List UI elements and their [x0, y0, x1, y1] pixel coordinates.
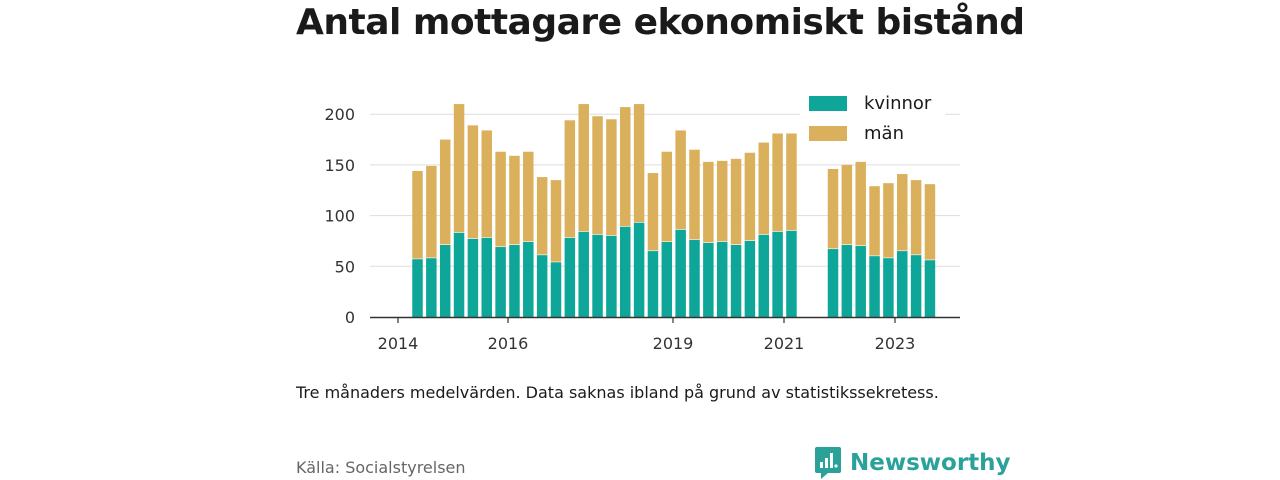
bars: [412, 104, 936, 317]
chart-title: Antal mottagare ekonomiskt bistånd: [296, 2, 1025, 43]
bar-man: [564, 120, 576, 238]
bar-kvinnor: [550, 262, 562, 317]
bar-man: [855, 161, 866, 246]
bar-kvinnor: [855, 246, 866, 317]
bar-kvinnor: [786, 230, 797, 317]
bar-man: [578, 104, 589, 232]
bar-man: [869, 186, 880, 256]
legend-swatch: [809, 96, 847, 111]
x-tick-label: 2023: [875, 334, 916, 353]
bar-man: [924, 184, 936, 260]
x-tick-label: 2019: [653, 334, 694, 353]
bar-man: [481, 130, 492, 238]
chart-note: Tre månaders medelvärden. Data saknas ib…: [296, 383, 939, 402]
legend-label: män: [864, 123, 904, 144]
bar-man: [412, 170, 423, 259]
bar-man: [910, 180, 922, 255]
bar-man: [509, 155, 520, 245]
bar-man: [550, 180, 562, 262]
bar-man: [523, 151, 534, 242]
y-tick-label: 50: [335, 257, 355, 276]
bar-man: [439, 139, 451, 245]
y-axis-ticks: 0 50 100 150 200: [324, 105, 355, 327]
x-tick-label: 2021: [764, 334, 805, 353]
bar-kvinnor: [647, 251, 659, 317]
bar-kvinnor: [606, 235, 617, 317]
bar-man: [426, 165, 437, 258]
y-tick-label: 100: [324, 207, 355, 226]
bar-kvinnor: [924, 260, 936, 317]
bar-man: [730, 158, 742, 245]
bar-kvinnor: [730, 245, 742, 317]
source-text: Källa: Socialstyrelsen: [296, 458, 466, 477]
bar-man: [536, 177, 548, 255]
bar-man: [786, 133, 797, 231]
bar-man: [606, 119, 617, 236]
bar-kvinnor: [467, 238, 479, 317]
bar-man: [827, 168, 839, 249]
bar-kvinnor: [453, 232, 465, 317]
bar-man: [467, 125, 479, 239]
bar-kvinnor: [827, 249, 839, 317]
bar-kvinnor: [564, 237, 576, 317]
x-tick-label: 2014: [378, 334, 419, 353]
bar-kvinnor: [592, 234, 603, 317]
bar-man: [592, 116, 603, 235]
bar-man: [841, 164, 853, 245]
bar-man: [716, 160, 728, 242]
brand-logo[interactable]: Newsworthy: [814, 446, 1011, 480]
bar-kvinnor: [633, 222, 645, 317]
y-tick-label: 150: [324, 156, 355, 175]
bar-man: [495, 151, 506, 247]
bar-man: [633, 104, 645, 223]
bar-man: [661, 151, 673, 242]
bar-man: [758, 142, 769, 235]
bar-man: [772, 133, 783, 232]
bar-kvinnor: [897, 251, 908, 317]
bar-kvinnor: [758, 234, 769, 317]
legend-label: kvinnor: [864, 93, 932, 114]
bar-kvinnor: [772, 231, 783, 317]
bar-kvinnor: [703, 242, 714, 317]
bar-kvinnor: [744, 240, 756, 317]
bar-kvinnor: [439, 245, 451, 317]
bar-kvinnor: [661, 241, 673, 317]
bar-kvinnor: [523, 241, 534, 317]
bar-man: [453, 104, 465, 233]
bar-kvinnor: [675, 229, 686, 317]
bar-kvinnor: [412, 259, 423, 317]
x-tick-label: 2016: [488, 334, 529, 353]
bar-kvinnor: [509, 245, 520, 317]
bar-kvinnor: [883, 258, 894, 317]
bar-man: [675, 130, 686, 230]
bar-kvinnor: [620, 226, 631, 317]
bar-kvinnor: [689, 239, 700, 317]
bar-man: [883, 183, 894, 258]
bar-kvinnor: [869, 256, 880, 317]
bar-man: [744, 152, 756, 241]
y-tick-label: 0: [345, 308, 355, 327]
bar-kvinnor: [716, 241, 728, 317]
bar-kvinnor: [578, 231, 589, 317]
bar-kvinnor: [910, 255, 922, 317]
bar-kvinnor: [426, 258, 437, 317]
legend-swatch: [809, 126, 847, 141]
legend: kvinnor män: [800, 86, 945, 152]
bar-man: [689, 149, 700, 240]
x-axis-ticks: 2014 2016 2019 2021 2023: [378, 317, 916, 353]
bar-man: [897, 174, 908, 251]
bar-man: [703, 161, 714, 243]
bar-man: [620, 107, 631, 227]
bar-kvinnor: [841, 245, 853, 317]
y-tick-label: 200: [324, 105, 355, 124]
bar-man: [647, 173, 659, 251]
newsworthy-logo-icon: [815, 447, 841, 479]
bar-kvinnor: [481, 237, 492, 317]
brand-name: Newsworthy: [850, 450, 1011, 476]
bar-kvinnor: [495, 247, 506, 317]
bar-kvinnor: [536, 255, 548, 317]
